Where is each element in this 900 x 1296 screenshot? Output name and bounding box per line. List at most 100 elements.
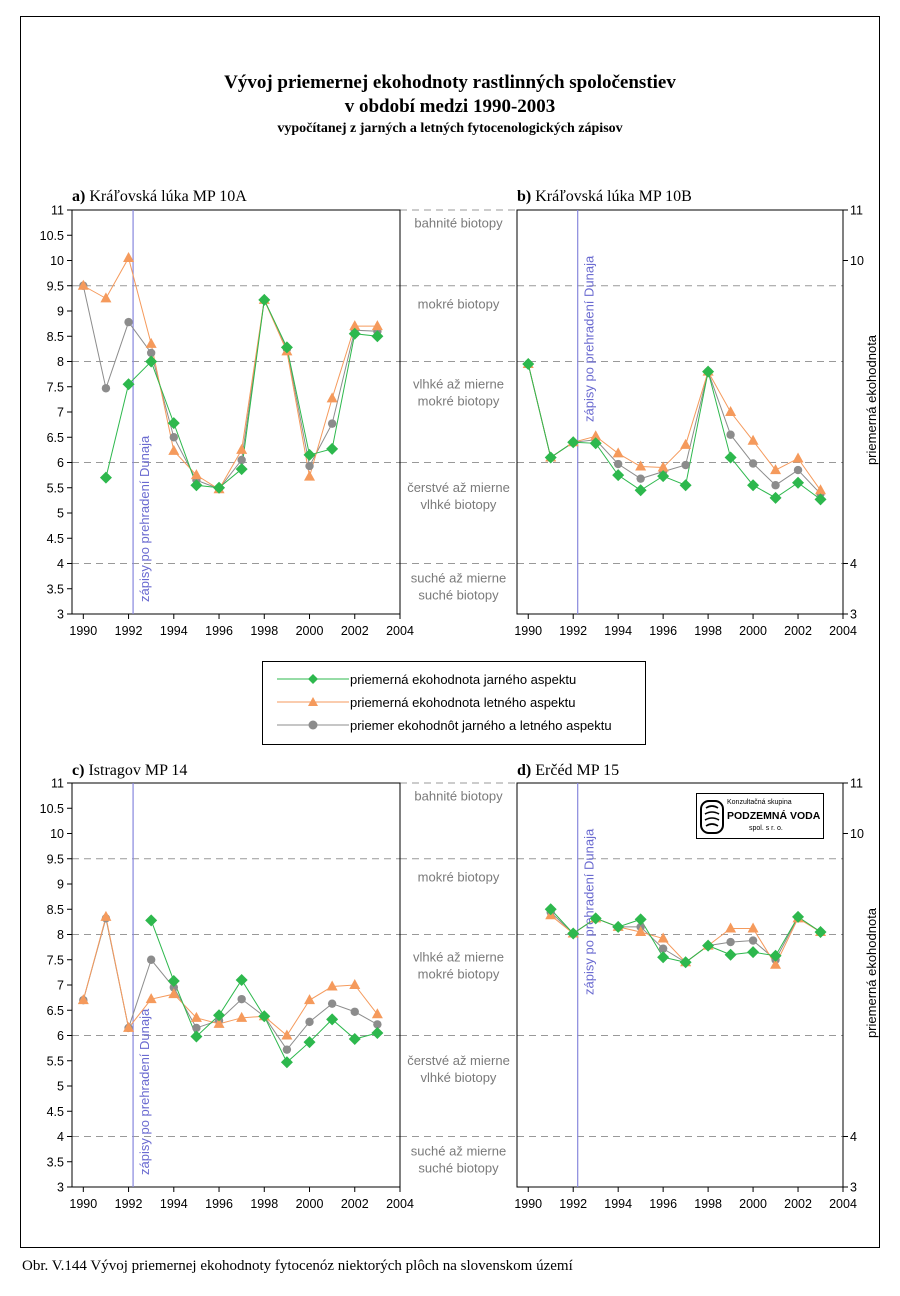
data-point-spring <box>769 949 782 962</box>
y-tick-label: 7 <box>57 406 64 420</box>
data-point-mean <box>146 348 156 358</box>
panel-label: a) <box>72 188 89 205</box>
y-tick-label: 4.5 <box>47 1105 64 1119</box>
x-tick-label: 2000 <box>296 624 324 638</box>
company-logo: Konzultačná skupina PODZEMNÁ VODA spol. … <box>696 793 824 839</box>
y-tick-label: 10 <box>850 254 864 268</box>
y-axis-label: priemerná ekohodnota <box>864 907 879 1038</box>
plot-area-border <box>516 782 844 1188</box>
data-point-spring <box>814 493 827 506</box>
data-point-summer <box>304 470 316 481</box>
figure-caption: Obr. V.144 Vývoj priemernej ekohodnoty f… <box>22 1258 573 1274</box>
chart-panel-3: bahnité biotopy mokré biotopy vlhké až mie… <box>40 762 517 1211</box>
data-point-spring <box>679 956 692 969</box>
habitat-zone-label: mokré biotopy <box>418 869 500 884</box>
legend-swatch-spring <box>277 674 349 684</box>
data-point-spring <box>589 912 602 925</box>
data-point-spring <box>99 471 112 484</box>
data-point-spring <box>702 365 715 378</box>
y-tick-label: 3 <box>57 608 64 622</box>
data-point-spring <box>634 484 647 497</box>
data-point-mean <box>350 1007 359 1016</box>
data-point-summer <box>100 910 112 921</box>
figure-title-line2: v období medzi 1990-2003 <box>344 96 556 117</box>
y-tick-label: 4.5 <box>47 532 64 546</box>
x-tick-label: 1998 <box>250 624 278 638</box>
legend-label-mean: priemer ekohodnôt jarného a letného aspe… <box>350 718 612 733</box>
figure-title-line1: Vývoj priemernej ekohodnoty rastlinných … <box>224 72 676 93</box>
data-point-mean <box>101 384 111 393</box>
habitat-zone-label: mokré biotopy <box>418 966 500 981</box>
data-point-summer <box>770 958 782 969</box>
habitat-zone-label: suché až mierne <box>411 571 506 586</box>
x-tick-label: 1990 <box>69 624 97 638</box>
x-tick-label: 2000 <box>296 1197 324 1211</box>
x-tick-label: 1996 <box>205 624 233 638</box>
legend-label-spring: priemerná ekohodnota jarného aspektu <box>350 672 577 687</box>
x-tick-label: 1992 <box>559 624 587 638</box>
data-point-summer <box>77 279 89 290</box>
data-point-mean <box>305 1017 314 1027</box>
panel-title: c) Istragov MP 14 <box>72 762 187 779</box>
y-tick-label: 5 <box>57 507 64 521</box>
logo-icon <box>700 800 724 834</box>
data-point-spring <box>348 1033 361 1046</box>
data-point-spring <box>258 293 271 306</box>
data-point-summer <box>612 447 624 458</box>
data-point-summer <box>657 932 669 943</box>
data-point-spring <box>657 951 670 964</box>
data-point-summer <box>725 922 737 933</box>
y-tick-label: 3.5 <box>47 1155 64 1169</box>
y-tick-label: 8 <box>57 355 64 369</box>
chart-panel-4: zápisy po prehradení Dunaja 1990 1992 1994 1… <box>514 762 879 1211</box>
x-tick-label: 2002 <box>341 624 369 638</box>
y-tick-label: 5.5 <box>47 1054 64 1068</box>
data-point-spring <box>280 341 293 354</box>
data-point-spring <box>303 448 316 461</box>
data-point-spring <box>702 939 715 952</box>
data-point-spring <box>747 946 760 959</box>
data-point-spring <box>544 903 557 916</box>
data-point-spring <box>769 491 782 504</box>
data-point-mean <box>636 474 645 483</box>
data-point-summer <box>349 979 361 989</box>
data-point-spring <box>122 378 135 391</box>
panel-site-name: Kráľovská lúka MP 10A <box>89 188 247 205</box>
data-point-spring <box>167 417 180 430</box>
legend-item-mean: priemer ekohodnôt jarného a letného aspe… <box>263 715 645 735</box>
data-point-spring <box>326 442 339 455</box>
data-point-spring <box>145 355 158 368</box>
y-tick-label: 8.5 <box>47 330 64 344</box>
data-point-summer <box>770 464 782 475</box>
x-tick-label: 1998 <box>694 1197 722 1211</box>
data-point-mean <box>169 433 178 442</box>
habitat-zone-label: suché biotopy <box>418 1161 499 1176</box>
habitat-zone-label: vlhké biotopy <box>421 1070 497 1085</box>
data-point-spring <box>679 479 692 492</box>
data-point-spring <box>814 925 827 938</box>
data-point-summer <box>100 292 112 303</box>
data-point-summer <box>145 337 157 348</box>
x-tick-label: 1994 <box>604 1197 632 1211</box>
y-tick-label: 3 <box>850 1181 857 1195</box>
series-line-mean <box>527 363 821 495</box>
habitat-zone-label: čerstvé až mierne <box>407 1053 510 1068</box>
panel-label: b) <box>517 188 535 205</box>
data-point-spring <box>589 437 602 450</box>
y-tick-label: 9.5 <box>47 852 64 866</box>
y-tick-label: 10 <box>50 254 64 268</box>
data-point-mean <box>793 465 803 475</box>
data-point-spring <box>303 1036 316 1049</box>
panel-label: c) <box>72 762 88 779</box>
figure-frame <box>20 16 880 1248</box>
data-point-summer <box>635 460 647 471</box>
data-point-mean <box>237 455 246 465</box>
data-point-mean <box>192 1023 201 1033</box>
legend: priemerná ekohodnota jarného aspektu pri… <box>262 661 646 745</box>
panel-title: b) Kráľovská lúka MP 10B <box>517 188 692 205</box>
x-tick-label: 2004 <box>386 624 414 638</box>
legend-swatch-mean <box>277 720 349 730</box>
data-point-mean <box>681 460 690 470</box>
series-line-summer <box>83 256 378 490</box>
data-point-spring <box>567 436 580 449</box>
